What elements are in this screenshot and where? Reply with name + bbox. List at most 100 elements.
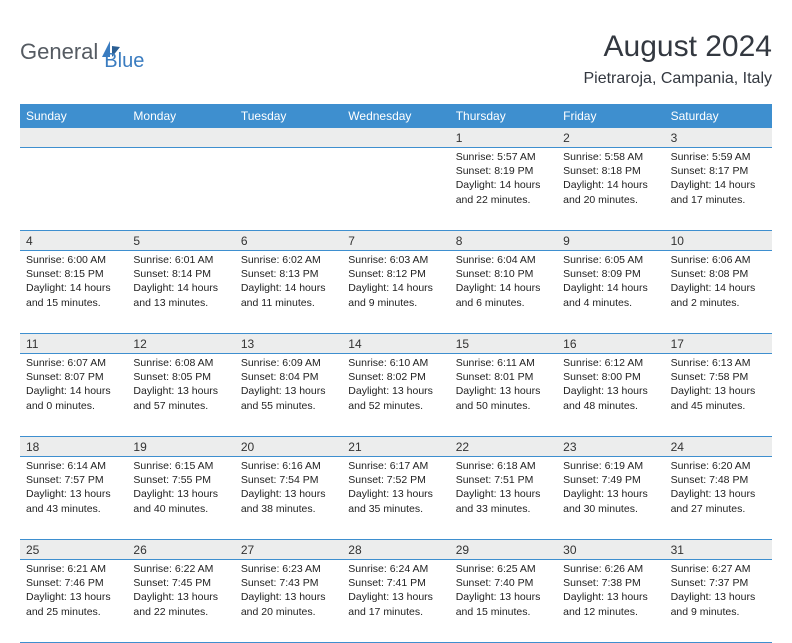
sunset-line: Sunset: 7:38 PM [563,576,658,590]
daylight-line: Daylight: 13 hours and 50 minutes. [456,384,551,412]
day-data: Sunrise: 6:09 AMSunset: 8:04 PMDaylight:… [235,354,342,419]
daynum-row: 123 [20,128,772,148]
daylight-line: Daylight: 13 hours and 12 minutes. [563,590,658,618]
day-number: 20 [235,437,342,456]
sunrise-line: Sunrise: 6:07 AM [26,356,121,370]
day-number [20,128,127,147]
sunrise-line: Sunrise: 6:24 AM [348,562,443,576]
sunset-line: Sunset: 8:02 PM [348,370,443,384]
sunrise-line: Sunrise: 6:01 AM [133,253,228,267]
day-data: Sunrise: 6:24 AMSunset: 7:41 PMDaylight:… [342,560,449,625]
sunset-line: Sunset: 8:17 PM [671,164,766,178]
calendar-day-cell: Sunrise: 6:15 AMSunset: 7:55 PMDaylight:… [127,457,234,539]
weekday-header: Saturday [665,104,772,128]
day-number: 31 [665,540,772,559]
calendar-day-cell: Sunrise: 6:16 AMSunset: 7:54 PMDaylight:… [235,457,342,539]
day-data: Sunrise: 6:12 AMSunset: 8:00 PMDaylight:… [557,354,664,419]
sunset-line: Sunset: 8:19 PM [456,164,551,178]
calendar-day-cell: Sunrise: 6:01 AMSunset: 8:14 PMDaylight:… [127,251,234,333]
day-number: 13 [235,334,342,353]
calendar-day-cell: Sunrise: 6:24 AMSunset: 7:41 PMDaylight:… [342,560,449,642]
sunrise-line: Sunrise: 6:20 AM [671,459,766,473]
weekday-header: Tuesday [235,104,342,128]
day-data: Sunrise: 6:00 AMSunset: 8:15 PMDaylight:… [20,251,127,316]
sunset-line: Sunset: 8:15 PM [26,267,121,281]
daylight-line: Daylight: 14 hours and 4 minutes. [563,281,658,309]
sunset-line: Sunset: 7:40 PM [456,576,551,590]
day-data: Sunrise: 6:13 AMSunset: 7:58 PMDaylight:… [665,354,772,419]
sunrise-line: Sunrise: 6:08 AM [133,356,228,370]
daylight-line: Daylight: 14 hours and 13 minutes. [133,281,228,309]
day-data: Sunrise: 6:10 AMSunset: 8:02 PMDaylight:… [342,354,449,419]
calendar-day-cell: Sunrise: 6:04 AMSunset: 8:10 PMDaylight:… [450,251,557,333]
calendar-day-cell: Sunrise: 6:03 AMSunset: 8:12 PMDaylight:… [342,251,449,333]
daylight-line: Daylight: 14 hours and 20 minutes. [563,178,658,206]
calendar-day-cell: Sunrise: 6:00 AMSunset: 8:15 PMDaylight:… [20,251,127,333]
sunset-line: Sunset: 8:07 PM [26,370,121,384]
sunset-line: Sunset: 8:08 PM [671,267,766,281]
calendar-week-row: Sunrise: 6:00 AMSunset: 8:15 PMDaylight:… [20,251,772,334]
daylight-line: Daylight: 13 hours and 48 minutes. [563,384,658,412]
day-data: Sunrise: 6:14 AMSunset: 7:57 PMDaylight:… [20,457,127,522]
calendar-day-cell [127,148,234,230]
day-data: Sunrise: 6:25 AMSunset: 7:40 PMDaylight:… [450,560,557,625]
daylight-line: Daylight: 13 hours and 57 minutes. [133,384,228,412]
sunrise-line: Sunrise: 6:26 AM [563,562,658,576]
day-number: 30 [557,540,664,559]
sunrise-line: Sunrise: 6:27 AM [671,562,766,576]
day-data: Sunrise: 6:23 AMSunset: 7:43 PMDaylight:… [235,560,342,625]
calendar-day-cell: Sunrise: 5:57 AMSunset: 8:19 PMDaylight:… [450,148,557,230]
day-data: Sunrise: 5:58 AMSunset: 8:18 PMDaylight:… [557,148,664,213]
daynum-row: 45678910 [20,231,772,251]
day-number: 18 [20,437,127,456]
calendar-day-cell: Sunrise: 6:22 AMSunset: 7:45 PMDaylight:… [127,560,234,642]
sunrise-line: Sunrise: 6:14 AM [26,459,121,473]
day-data: Sunrise: 6:21 AMSunset: 7:46 PMDaylight:… [20,560,127,625]
weekday-header: Monday [127,104,234,128]
sunrise-line: Sunrise: 6:02 AM [241,253,336,267]
sunset-line: Sunset: 7:54 PM [241,473,336,487]
sunset-line: Sunset: 7:58 PM [671,370,766,384]
day-number: 7 [342,231,449,250]
day-data: Sunrise: 6:01 AMSunset: 8:14 PMDaylight:… [127,251,234,316]
daylight-line: Daylight: 13 hours and 38 minutes. [241,487,336,515]
day-number: 4 [20,231,127,250]
calendar-day-cell: Sunrise: 6:26 AMSunset: 7:38 PMDaylight:… [557,560,664,642]
daylight-line: Daylight: 13 hours and 9 minutes. [671,590,766,618]
day-data: Sunrise: 6:03 AMSunset: 8:12 PMDaylight:… [342,251,449,316]
day-number: 24 [665,437,772,456]
sunrise-line: Sunrise: 6:05 AM [563,253,658,267]
daylight-line: Daylight: 14 hours and 2 minutes. [671,281,766,309]
weekday-header: Thursday [450,104,557,128]
header: General Blue August 2024 Pietraroja, Cam… [20,30,772,88]
day-number: 10 [665,231,772,250]
day-number: 14 [342,334,449,353]
sunset-line: Sunset: 8:12 PM [348,267,443,281]
day-number [235,128,342,147]
calendar-day-cell: Sunrise: 6:21 AMSunset: 7:46 PMDaylight:… [20,560,127,642]
sunrise-line: Sunrise: 6:10 AM [348,356,443,370]
calendar-week-row: Sunrise: 6:07 AMSunset: 8:07 PM Daylight:… [20,354,772,437]
daylight-line: Daylight: 13 hours and 27 minutes. [671,487,766,515]
day-number: 21 [342,437,449,456]
sunset-line: Sunset: 7:57 PM [26,473,121,487]
day-number: 11 [20,334,127,353]
sunset-line: Sunset: 8:01 PM [456,370,551,384]
daylight-line: Daylight: 14 hours and 22 minutes. [456,178,551,206]
sunrise-line: Sunrise: 6:04 AM [456,253,551,267]
sunrise-line: Sunrise: 6:17 AM [348,459,443,473]
sunset-line: Sunset: 7:41 PM [348,576,443,590]
day-data: Sunrise: 6:20 AMSunset: 7:48 PMDaylight:… [665,457,772,522]
day-number: 29 [450,540,557,559]
logo-text-blue: Blue [104,50,144,73]
day-number: 26 [127,540,234,559]
calendar-day-cell: Sunrise: 6:13 AMSunset: 7:58 PMDaylight:… [665,354,772,436]
logo-text-general: General [20,39,98,65]
sunrise-line: Sunrise: 6:18 AM [456,459,551,473]
sunset-line: Sunset: 8:09 PM [563,267,658,281]
calendar-day-cell: Sunrise: 5:58 AMSunset: 8:18 PMDaylight:… [557,148,664,230]
day-data: Sunrise: 5:57 AMSunset: 8:19 PMDaylight:… [450,148,557,213]
calendar-day-cell: Sunrise: 6:14 AMSunset: 7:57 PMDaylight:… [20,457,127,539]
calendar-day-cell: Sunrise: 6:05 AMSunset: 8:09 PMDaylight:… [557,251,664,333]
day-number: 22 [450,437,557,456]
